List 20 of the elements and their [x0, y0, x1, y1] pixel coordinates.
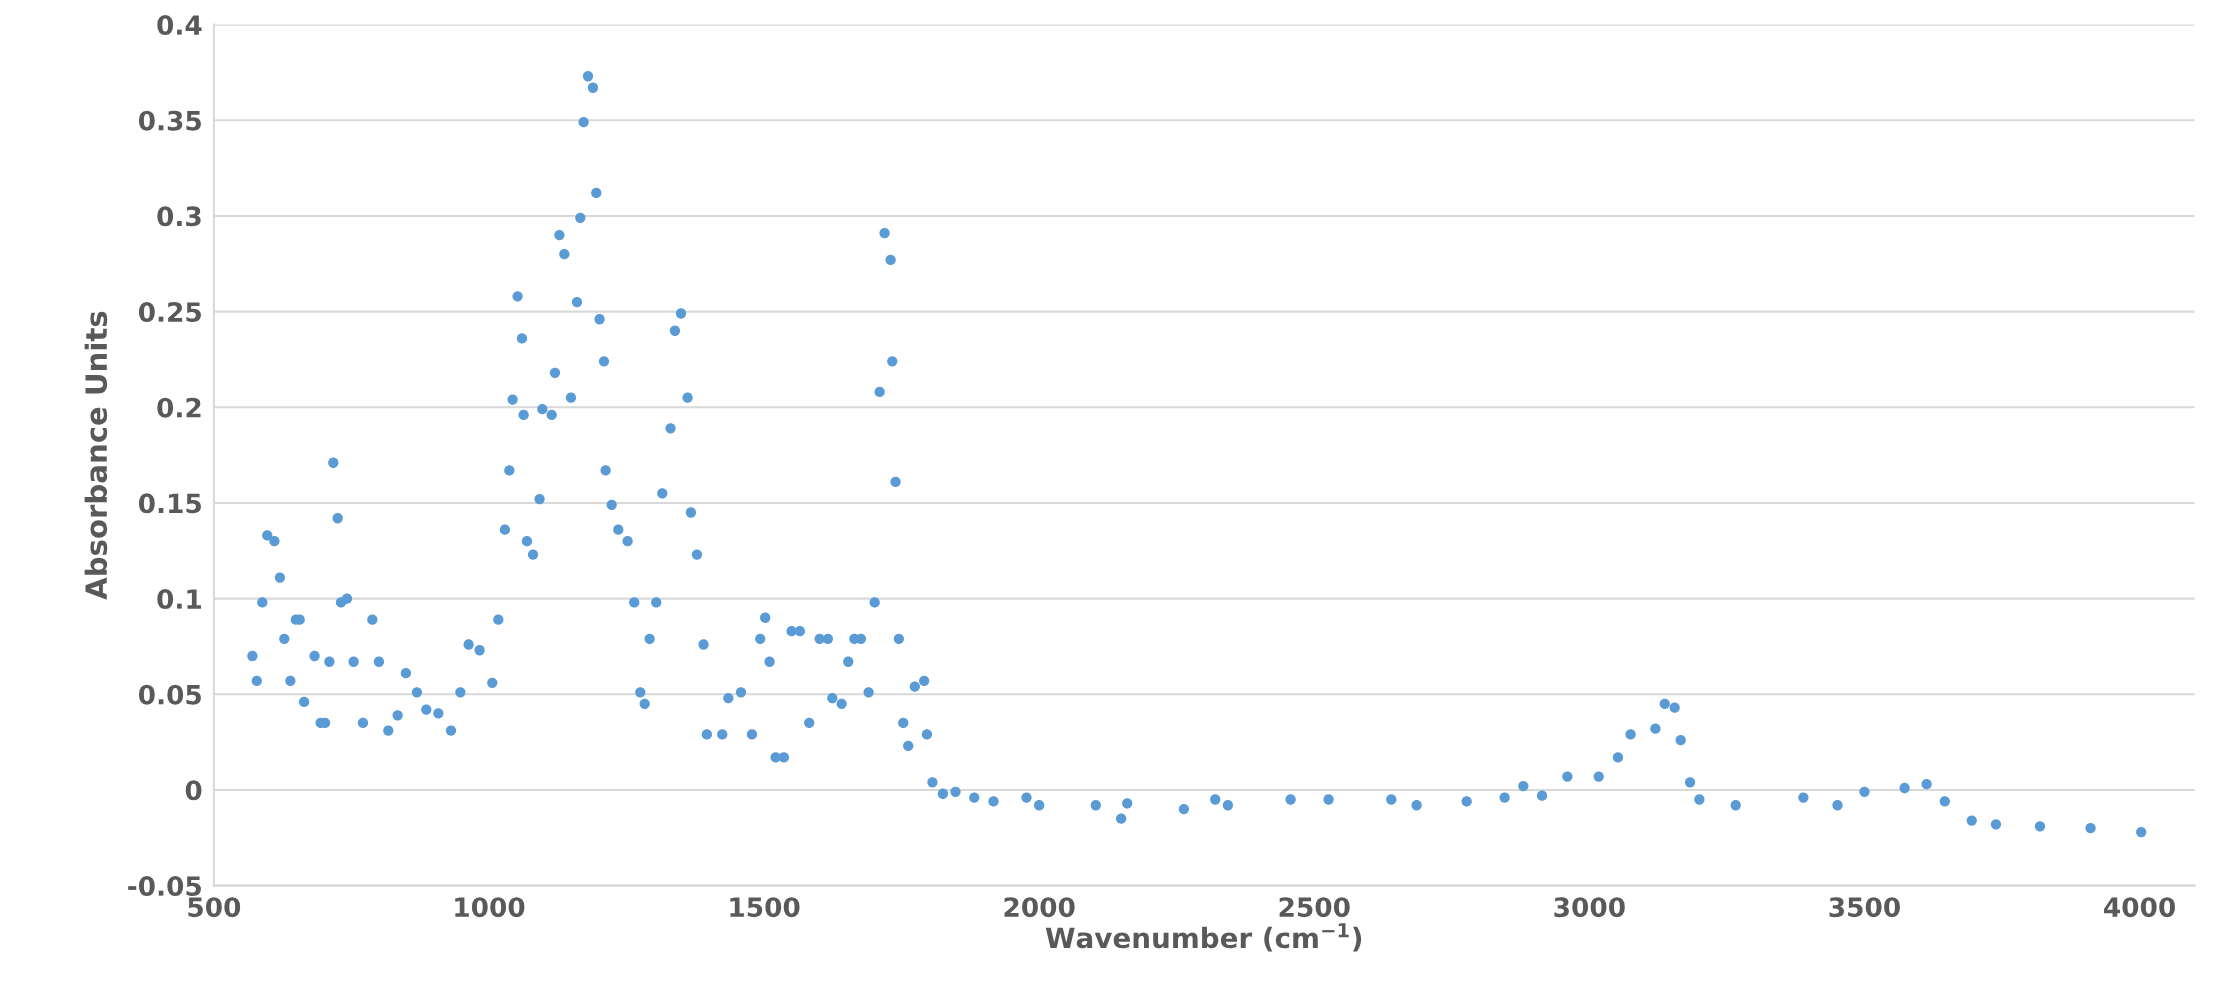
- y-tick-label: 0.2: [157, 397, 201, 418]
- y-tick-label: 0.4: [157, 15, 202, 35]
- x-tick-label: 3500: [1829, 897, 1900, 918]
- y-tick-label: 0.15: [138, 493, 201, 514]
- y-tick-label: 0.25: [138, 302, 201, 322]
- y-tick-label: -0.05: [128, 876, 201, 896]
- x-tick-label: 500: [188, 897, 241, 918]
- y-tick-label: 0.05: [138, 684, 201, 705]
- x-tick-label: 2500: [1279, 897, 1350, 918]
- x-tick-label: 4000: [2104, 897, 2176, 918]
- x-tick-label: 3000: [1554, 897, 1625, 918]
- y-tick-label: 0.3: [157, 206, 201, 227]
- x-tick-label: 2000: [1004, 897, 1075, 918]
- y-axis-title: Absorbance Units: [84, 311, 108, 600]
- y-tick-label: 0: [185, 780, 202, 801]
- y-tick-label: 0.1: [157, 589, 201, 609]
- x-tick-label: 1000: [455, 897, 525, 918]
- x-axis-title: Wavenumber (cm$^{−1}$): [1045, 923, 1362, 952]
- x-tick-label: 1500: [730, 897, 800, 918]
- y-tick-label: 0.35: [138, 110, 201, 131]
